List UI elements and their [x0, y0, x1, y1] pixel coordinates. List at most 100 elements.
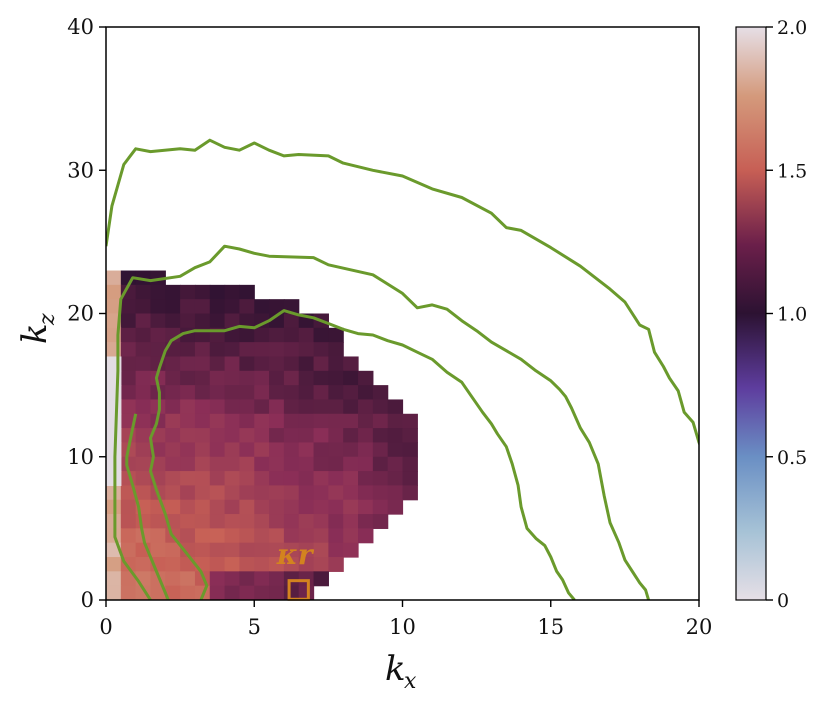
heatmap-cell: [194, 370, 211, 386]
heatmap-cell: [254, 299, 270, 315]
heatmap-cell: [298, 557, 315, 572]
heatmap-cell: [120, 399, 137, 415]
heatmap-cell: [106, 399, 122, 415]
y-tick-label: 0: [81, 588, 94, 612]
heatmap-cell: [194, 413, 211, 429]
heatmap-cell: [120, 284, 137, 300]
colorbar: [735, 26, 767, 601]
kappa-r-marker: κr: [276, 538, 315, 601]
heatmap-cell: [343, 428, 359, 444]
heatmap-cell: [224, 284, 241, 300]
heatmap-cell: [209, 471, 226, 486]
heatmap-cell: [283, 542, 300, 558]
heatmap-cell: [106, 571, 122, 587]
heatmap-cell: [372, 514, 389, 529]
heatmap-cell: [313, 499, 329, 515]
heatmap-cell: [269, 413, 285, 429]
heatmap-cell: [194, 542, 211, 558]
heatmap-cell: [150, 542, 166, 558]
heatmap-cell: [209, 585, 226, 600]
heatmap-cell: [254, 428, 270, 444]
heatmap-cell: [298, 471, 315, 486]
heatmap-cell: [120, 542, 137, 558]
heatmap-cell: [239, 399, 255, 415]
heatmap-cell: [298, 385, 315, 401]
kappa-r-label: κr: [276, 538, 315, 571]
heatmap-cell: [298, 428, 315, 444]
colorbar-tick-label: 0.5: [777, 447, 807, 469]
heatmap-cell: [328, 385, 344, 401]
heatmap-cell: [358, 442, 374, 458]
heatmap-cell: [239, 557, 255, 572]
heatmap-cell: [254, 471, 270, 486]
heatmap-cell: [180, 471, 196, 486]
heatmap-cell: [239, 313, 255, 329]
heatmap-cell: [165, 385, 181, 401]
heatmap-cell: [283, 456, 300, 472]
heatmap-cell: [135, 428, 152, 444]
heatmap-cell: [254, 327, 270, 343]
heatmap-cell: [150, 313, 166, 329]
heatmap-cell: [209, 399, 226, 415]
heatmap-cell: [328, 456, 344, 472]
heatmap-cell: [269, 571, 285, 587]
heatmap-cell: [283, 327, 300, 343]
heatmap-cell: [254, 399, 270, 415]
heatmap-cell: [343, 385, 359, 401]
heatmap-cell: [194, 528, 211, 544]
heatmap-cell: [180, 313, 196, 329]
heatmap-cells: [106, 270, 418, 600]
heatmap-cell: [135, 370, 152, 386]
heatmap-cell: [269, 399, 285, 415]
x-axis-label-subscript: x: [404, 669, 417, 694]
heatmap-cell: [283, 485, 300, 501]
heatmap-cell: [239, 528, 255, 544]
heatmap-cell: [239, 571, 255, 587]
heatmap-cell: [194, 499, 211, 515]
heatmap-cell: [298, 571, 315, 587]
heatmap-cell: [165, 428, 181, 444]
heatmap-cell: [298, 342, 315, 358]
heatmap-cell: [269, 542, 285, 558]
heatmap-cell: [135, 442, 152, 458]
y-axis-label-group: k z: [15, 313, 60, 344]
heatmap-cell: [269, 299, 285, 315]
heatmap-cell: [120, 585, 137, 600]
heatmap-cell: [372, 442, 389, 458]
heatmap-cell: [180, 428, 196, 444]
heatmap-cell: [165, 442, 181, 458]
heatmap-cell: [298, 456, 315, 472]
heatmap-cell: [283, 499, 300, 515]
heatmap-cell: [283, 399, 300, 415]
heatmap-cell: [165, 313, 181, 329]
heatmap-cell: [209, 428, 226, 444]
heatmap-cell: [135, 342, 152, 358]
heatmap-cell: [165, 356, 181, 372]
colorbar-ticks: 0 0.5 1.0 1.5 2.0: [766, 17, 807, 612]
heatmap-cell: [343, 356, 359, 372]
heatmap-cell: [328, 499, 344, 515]
heatmap-cell: [313, 413, 329, 429]
heatmap-cell: [313, 385, 329, 401]
heatmap-cell: [283, 528, 300, 544]
heatmap-cell: [239, 385, 255, 401]
heatmap-cell: [239, 514, 255, 529]
heatmap-cell: [224, 585, 241, 600]
heatmap-cell: [328, 356, 344, 372]
heatmap-cell: [106, 557, 122, 572]
heatmap-cell: [224, 327, 241, 343]
heatmap-cell: [194, 284, 211, 300]
heatmap-cell: [254, 413, 270, 429]
colorbar-tick-label: 2.0: [777, 17, 807, 39]
heatmap-cell: [283, 356, 300, 372]
heatmap-cell: [180, 342, 196, 358]
x-tick-label: 0: [99, 615, 112, 639]
heatmap-cell: [283, 313, 300, 329]
contour-line-1: [106, 138, 699, 447]
heatmap-cell: [313, 327, 329, 343]
heatmap-cell: [239, 428, 255, 444]
heatmap-cell: [328, 442, 344, 458]
heatmap-cell: [165, 284, 181, 300]
heatmap-cell: [194, 442, 211, 458]
heatmap-cell: [313, 370, 329, 386]
